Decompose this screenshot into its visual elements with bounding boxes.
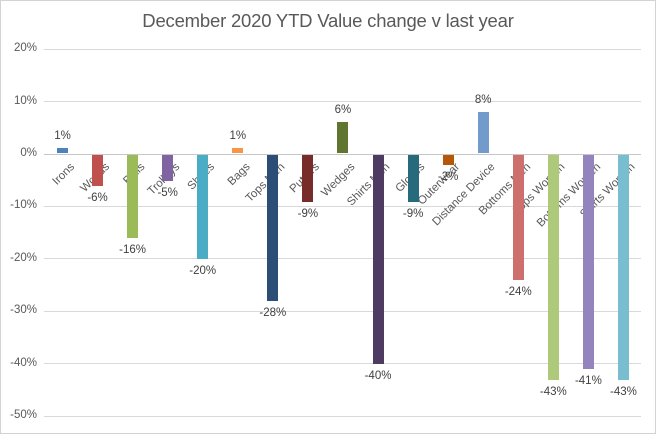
y-axis-tick-label: -20% xyxy=(10,251,37,264)
y-axis-tick-label: 0% xyxy=(20,147,37,159)
y-axis-tick-label: 20% xyxy=(13,42,37,55)
data-label-balls: -16% xyxy=(119,244,147,257)
gridline xyxy=(44,101,641,103)
data-label-distance-device: 8% xyxy=(474,93,492,106)
data-label-woods: -6% xyxy=(87,191,108,204)
data-label-outerwear: -2% xyxy=(437,170,459,183)
gridline xyxy=(44,205,641,207)
data-label-shirts-men: -40% xyxy=(364,370,392,383)
zero-axis-line xyxy=(44,153,641,155)
data-label-bags: 1% xyxy=(229,130,247,143)
data-label-shirts-women: -43% xyxy=(610,385,637,398)
y-axis-tick-label: -10% xyxy=(10,199,37,212)
data-label-tops-men: -28% xyxy=(259,307,287,320)
bar-woods xyxy=(92,154,104,186)
gridline xyxy=(44,310,641,312)
category-label-irons: Irons xyxy=(50,161,77,188)
bar-tops-men xyxy=(267,154,279,302)
bar-putters xyxy=(302,154,314,202)
chart-title: December 2020 YTD Value change v last ye… xyxy=(142,10,514,31)
bar-wedges xyxy=(337,122,349,154)
bar-bags xyxy=(232,148,244,154)
y-axis-tick-label: -40% xyxy=(10,356,37,369)
bar-balls xyxy=(127,154,139,239)
bar-outerwear xyxy=(442,154,454,165)
bar-tops-women xyxy=(547,154,559,380)
bar-bottoms-women xyxy=(582,154,594,370)
y-axis-tick-label: -30% xyxy=(10,304,37,317)
y-axis-tick-label: -50% xyxy=(10,409,37,421)
data-label-tops-women: -43% xyxy=(539,385,567,398)
bar-distance-device xyxy=(477,111,489,154)
data-label-gloves: -9% xyxy=(402,207,424,220)
data-label-trolleys: -5% xyxy=(157,186,178,199)
data-label-bottoms-men: -24% xyxy=(504,286,532,299)
bar-shirts-women xyxy=(617,154,629,380)
y-axis-tick-label: 10% xyxy=(13,94,37,107)
data-label-wedges: 6% xyxy=(334,104,352,117)
gridline xyxy=(44,363,641,365)
gridline xyxy=(44,258,641,260)
gridline xyxy=(44,48,641,50)
bar-irons xyxy=(57,148,68,154)
data-label-shoes: -20% xyxy=(189,265,217,278)
data-label-bottoms-women: -41% xyxy=(574,375,602,388)
bar-shirts-men xyxy=(372,154,384,365)
data-label-irons: 1% xyxy=(54,130,71,143)
category-label-bags: Bags xyxy=(225,161,253,189)
bar-trolleys xyxy=(162,154,174,181)
bar-shoes xyxy=(197,154,209,260)
gridline xyxy=(44,415,641,417)
bar-gloves xyxy=(407,154,419,202)
data-label-putters: -9% xyxy=(297,207,319,220)
bar-bottoms-men xyxy=(512,154,524,281)
